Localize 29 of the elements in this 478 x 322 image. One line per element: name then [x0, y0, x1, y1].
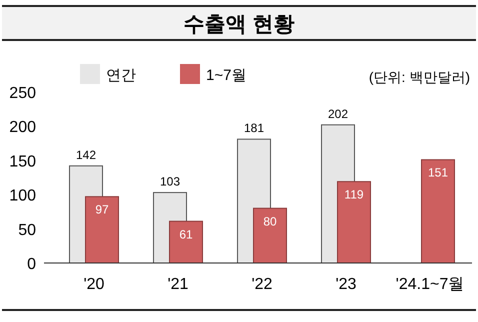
- y-tick-label: 250: [9, 85, 36, 102]
- y-tick-label: 200: [9, 119, 36, 136]
- x-tick-label: '24.1~7월: [396, 276, 464, 293]
- x-tick-label: '22: [252, 276, 273, 293]
- y-tick-label: 0: [27, 256, 36, 273]
- data-label: 103: [160, 174, 180, 189]
- x-tick-label: '23: [336, 276, 357, 293]
- y-tick-label: 50: [18, 222, 36, 239]
- data-label: 202: [328, 106, 348, 121]
- legend-label: 1~7월: [206, 67, 246, 84]
- bar: [85, 196, 119, 264]
- legend-label: 연간: [106, 67, 136, 84]
- data-label: 61: [179, 227, 193, 242]
- bar: [169, 220, 203, 264]
- x-tick-label: '21: [168, 276, 189, 293]
- bar: [421, 159, 455, 264]
- chart-title: 수출액 현황: [184, 13, 294, 36]
- data-label: 97: [95, 202, 109, 217]
- text: (단위: 백만달러): [368, 69, 470, 85]
- bar: [253, 208, 287, 264]
- x-tick-label: '20: [84, 276, 105, 293]
- data-label: 151: [428, 166, 448, 180]
- y-tick-label: 150: [9, 153, 36, 170]
- y-tick-label: 100: [9, 188, 36, 205]
- data-label: 181: [244, 121, 264, 136]
- data-label: 80: [263, 214, 277, 228]
- data-label: 142: [76, 148, 96, 162]
- data-label: 119: [344, 188, 364, 202]
- bar: [337, 181, 371, 264]
